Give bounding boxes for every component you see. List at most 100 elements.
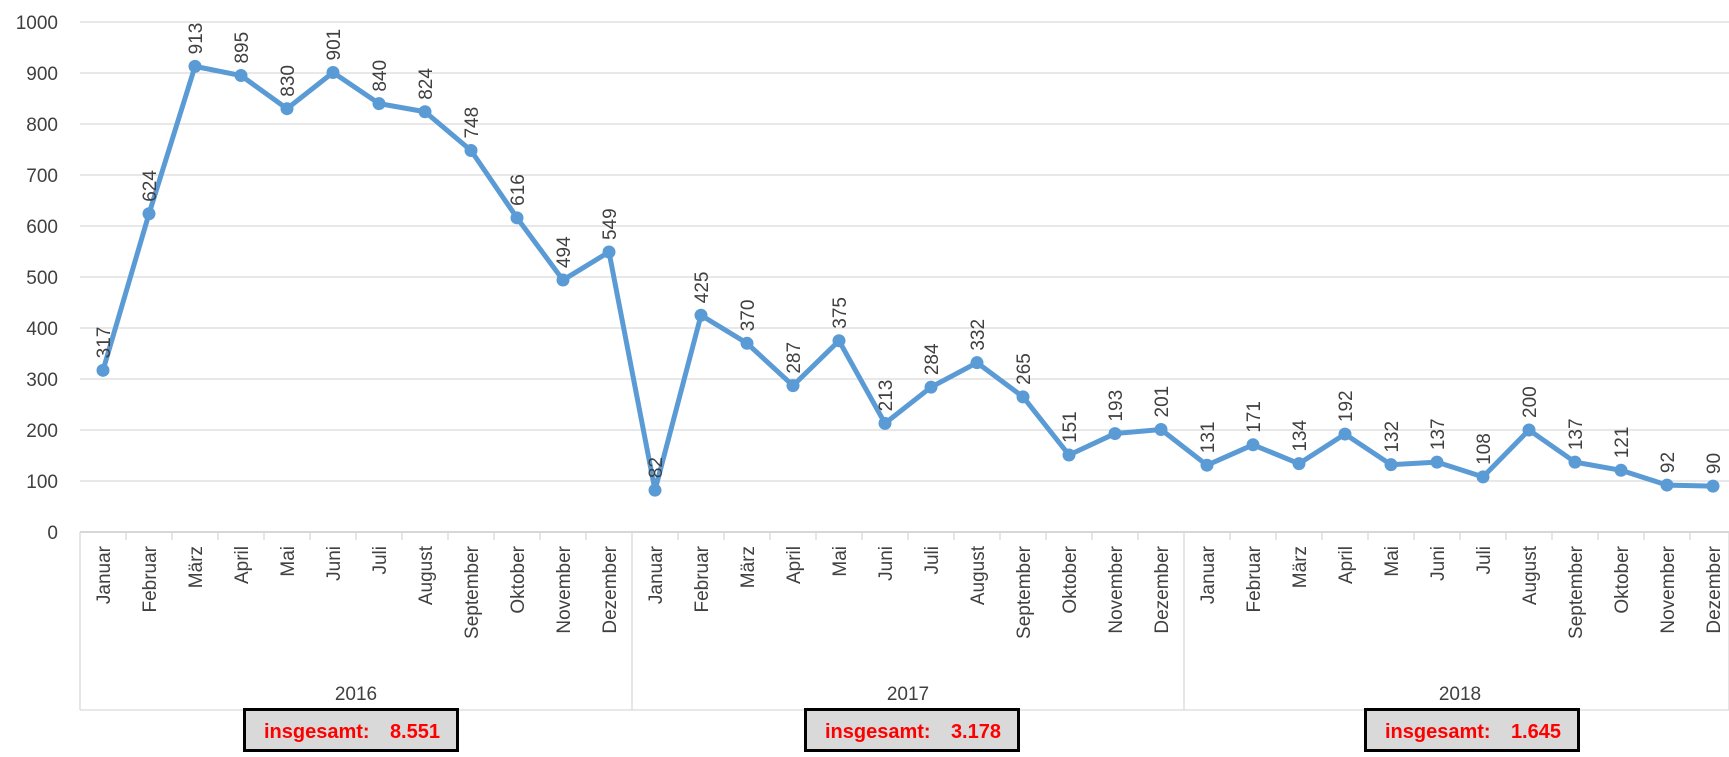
total-label: insgesamt: xyxy=(1385,721,1491,743)
y-tick-label: 600 xyxy=(26,217,58,238)
data-point xyxy=(1430,455,1444,469)
data-label: 213 xyxy=(876,380,897,412)
data-point xyxy=(1200,458,1214,472)
x-tick-label: Mai xyxy=(830,546,851,577)
total-value: 3.178 xyxy=(950,721,1001,743)
total-label: insgesamt: xyxy=(825,721,931,743)
y-tick-label: 100 xyxy=(26,472,58,493)
gridlines xyxy=(80,21,1729,533)
data-point xyxy=(1062,448,1076,462)
data-label: 108 xyxy=(1474,433,1495,465)
data-point xyxy=(1522,423,1536,437)
y-tick-label: 200 xyxy=(26,421,58,442)
data-point xyxy=(924,380,938,394)
data-point xyxy=(96,363,110,377)
x-tick-label: Dezember xyxy=(1152,545,1173,633)
data-label: 132 xyxy=(1382,421,1403,453)
data-label: 913 xyxy=(186,23,207,55)
x-tick-label: November xyxy=(554,545,575,633)
x-tick-label: März xyxy=(738,546,759,588)
data-point xyxy=(1292,457,1306,471)
total-value: 8.551 xyxy=(389,721,440,743)
data-label: 137 xyxy=(1428,418,1449,450)
data-label: 375 xyxy=(830,297,851,329)
data-point xyxy=(418,105,432,119)
y-tick-label: 0 xyxy=(47,523,58,544)
year-label: 2018 xyxy=(1439,684,1481,705)
x-tick-label: August xyxy=(416,545,437,605)
data-label: 134 xyxy=(1290,420,1311,452)
y-tick-label: 300 xyxy=(26,370,58,391)
data-label: 425 xyxy=(692,272,713,304)
y-tick-label: 1000 xyxy=(16,13,58,34)
data-point xyxy=(1108,427,1122,441)
x-tick-label: Oktober xyxy=(1612,545,1633,613)
x-tick-label: Juli xyxy=(370,546,391,575)
data-label: 92 xyxy=(1658,452,1679,473)
data-label: 549 xyxy=(600,208,621,240)
x-tick-label: April xyxy=(232,546,253,584)
data-point xyxy=(1384,458,1398,472)
data-point xyxy=(648,483,662,497)
data-label: 151 xyxy=(1060,411,1081,443)
x-tick-label: September xyxy=(462,545,483,639)
data-label: 895 xyxy=(232,32,253,64)
data-point xyxy=(970,356,984,370)
y-tick-label: 500 xyxy=(26,268,58,289)
total-value: 1.645 xyxy=(1510,721,1561,743)
data-label: 748 xyxy=(462,107,483,139)
x-tick-label: Juli xyxy=(1474,546,1495,575)
data-point xyxy=(326,65,340,79)
total-label: insgesamt: xyxy=(264,721,370,743)
data-label: 131 xyxy=(1198,421,1219,453)
x-tick-label: August xyxy=(1520,545,1541,605)
x-tick-label: Oktober xyxy=(508,545,529,613)
series-line-path xyxy=(100,63,1716,493)
data-point xyxy=(372,97,386,111)
data-label: 82 xyxy=(646,457,667,478)
x-tick-label: September xyxy=(1566,545,1587,639)
data-label: 284 xyxy=(922,343,943,375)
data-point xyxy=(1338,427,1352,441)
data-label: 824 xyxy=(416,68,437,100)
data-point xyxy=(740,336,754,350)
data-point xyxy=(1568,455,1582,469)
total-box-2018: insgesamt: 1.645 xyxy=(1364,708,1580,752)
data-point xyxy=(1154,422,1168,436)
data-point xyxy=(142,207,156,221)
x-axis: Januar Februar März April Mai Juni Juli August S… xyxy=(79,532,1729,711)
x-tick-label: November xyxy=(1106,545,1127,633)
x-tick-label: Februar xyxy=(140,545,161,612)
data-label: 171 xyxy=(1244,401,1265,433)
y-tick-label: 700 xyxy=(26,166,58,187)
data-point xyxy=(602,245,616,259)
data-point xyxy=(1660,478,1674,492)
data-label: 317 xyxy=(94,327,115,359)
x-tick-label: April xyxy=(784,546,805,584)
x-tick-label: Dezember xyxy=(600,545,621,633)
data-label: 90 xyxy=(1704,453,1725,474)
x-tick-label: Januar xyxy=(94,545,115,604)
data-point xyxy=(1706,479,1720,493)
data-point xyxy=(832,334,846,348)
x-tick-label: Oktober xyxy=(1060,545,1081,613)
data-label: 332 xyxy=(968,319,989,351)
x-tick-label: Januar xyxy=(1198,545,1219,604)
year-label: 2017 xyxy=(887,684,929,705)
data-label: 137 xyxy=(1566,418,1587,450)
data-point xyxy=(280,102,294,116)
x-tick-label: Juli xyxy=(922,546,943,575)
data-point xyxy=(1016,390,1030,404)
data-label: 193 xyxy=(1106,390,1127,422)
x-tick-label: Juni xyxy=(1428,546,1449,581)
data-label: 370 xyxy=(738,300,759,332)
data-label: 287 xyxy=(784,342,805,374)
x-tick-label: März xyxy=(186,546,207,588)
x-tick-label: November xyxy=(1658,545,1679,633)
total-box-2017: insgesamt: 3.178 xyxy=(804,708,1020,752)
data-label: 121 xyxy=(1612,427,1633,459)
y-tick-label: 800 xyxy=(26,115,58,136)
data-point xyxy=(878,416,892,430)
data-point xyxy=(694,308,708,322)
